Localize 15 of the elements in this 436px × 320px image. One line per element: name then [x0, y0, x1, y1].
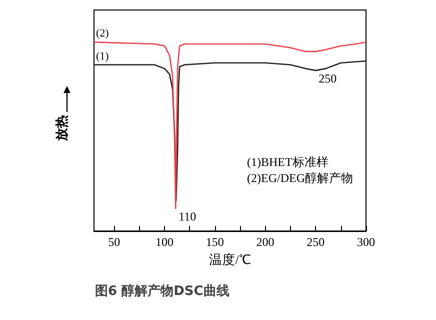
x-tick-label: 100 — [156, 235, 174, 249]
x-tick-label: 250 — [306, 235, 325, 249]
series-label: (2) — [96, 28, 110, 40]
x-tick-label: 50 — [108, 235, 120, 249]
annotation: (1)BHET标准样 — [247, 155, 328, 169]
x-tick-label: 300 — [357, 235, 375, 249]
annotation: 250 — [318, 71, 337, 86]
series-label: (1) — [96, 50, 110, 62]
x-tick-label: 200 — [256, 235, 274, 249]
y-axis-title: 放热 — [54, 115, 69, 142]
x-axis-title: 温度/℃ — [209, 252, 251, 267]
annotation: (2)EG/DEG醇解产物 — [247, 171, 353, 185]
text: 图6 醇解产物DSC曲线 — [95, 282, 230, 300]
annotation: 110 — [178, 209, 196, 224]
x-tick-label: 150 — [206, 235, 224, 249]
